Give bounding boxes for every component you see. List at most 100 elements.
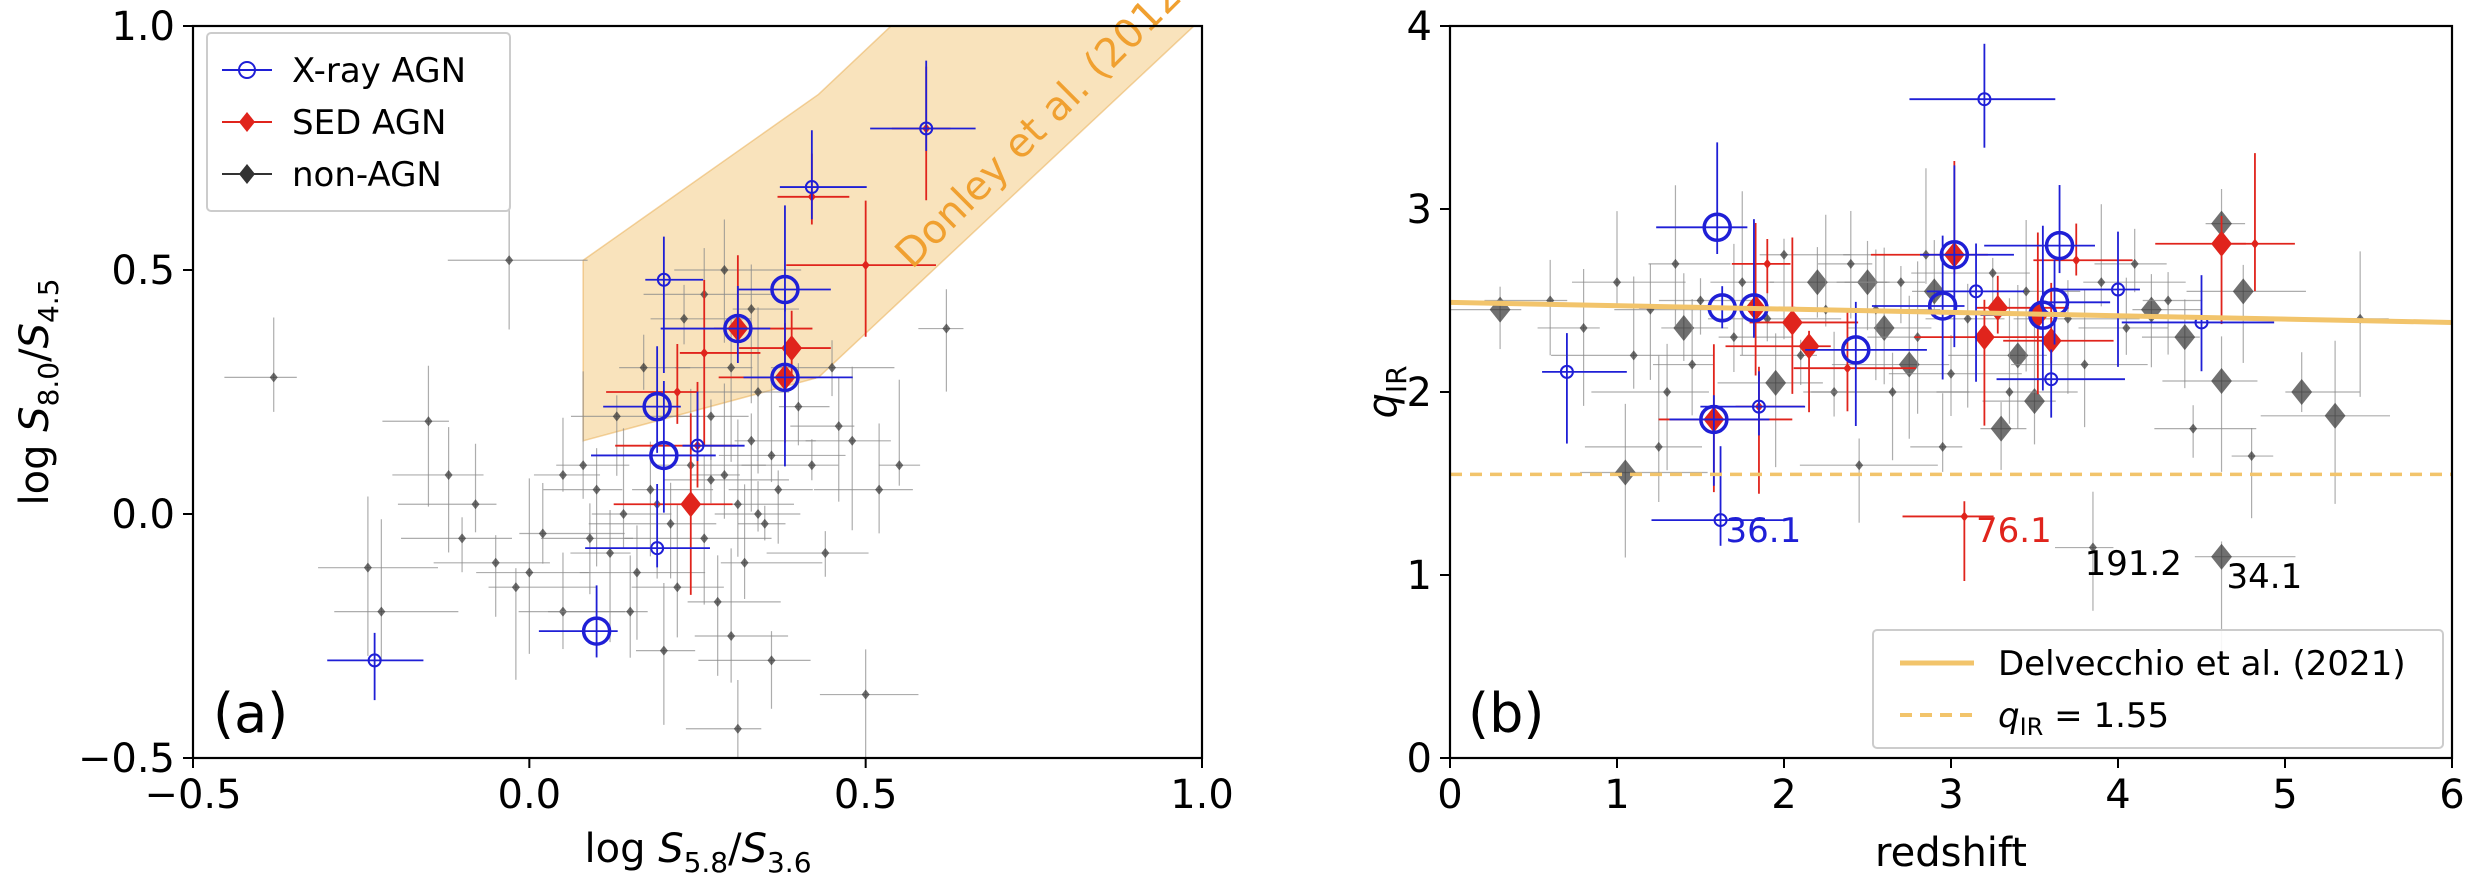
- point-sed-agn: [2250, 238, 2259, 249]
- x-tick-label-b: 5: [2272, 772, 2297, 818]
- y-tick-label-b: 3: [1407, 187, 1432, 233]
- panel-label-a: (a): [213, 682, 288, 745]
- point-xray-agn: [1977, 92, 1992, 107]
- point-sed-agn: [2211, 230, 2232, 257]
- point-non-agn: [1696, 295, 1705, 306]
- point-non-agn: [646, 484, 655, 495]
- point-non-agn: [1729, 332, 1738, 343]
- x-tick-label-b: 2: [1771, 772, 1796, 818]
- legend-entry-delvecchio: Delvecchio et al. (2021): [1900, 644, 2406, 684]
- point-non-agn: [1855, 460, 1864, 471]
- point-non-agn: [1896, 277, 1905, 288]
- point-xray-agn: [656, 272, 671, 287]
- point-non-agn: [700, 533, 709, 544]
- y-axis-label-b: qIR: [1360, 365, 1413, 418]
- point-non-agn: [2005, 387, 2014, 397]
- point-non-agn: [1990, 415, 2012, 442]
- point-non-agn: [733, 499, 742, 510]
- y-tick-label-a: 0.0: [111, 492, 175, 538]
- y-axis-label-a: log S8.0/S4.5: [12, 278, 65, 505]
- point-non-agn: [2022, 286, 2031, 297]
- point-sed-agn: [1960, 511, 1969, 522]
- point-non-agn: [2164, 295, 2173, 306]
- point-non-agn: [861, 689, 870, 700]
- point-non-agn: [2024, 388, 2045, 415]
- x-axis-label-b: redshift: [1875, 830, 2027, 876]
- point-sed-agn: [1987, 294, 2009, 321]
- point-sed-agn: [781, 335, 803, 362]
- legend-a: X-ray AGN SED AGN non-AGN: [206, 32, 511, 212]
- point-non-agn: [1988, 268, 1997, 279]
- point-non-agn: [558, 469, 567, 480]
- legend-label-sed: SED AGN: [292, 103, 447, 143]
- point-non-agn: [767, 655, 776, 666]
- point-non-agn: [1807, 269, 1828, 296]
- point-non-agn: [1846, 258, 1855, 269]
- panel-a: Donley et al. (2012) −0.5 0.0 0.5 1.0−0.50.…: [12, 0, 1234, 879]
- point-non-agn: [363, 562, 372, 573]
- point-non-agn: [632, 567, 641, 578]
- point-non-agn: [1963, 313, 1972, 324]
- point-sed-agn: [680, 491, 702, 518]
- point-xray-agn: [804, 180, 819, 195]
- point-non-agn: [733, 723, 742, 734]
- point-non-agn: [760, 518, 769, 529]
- annotation: 191.2: [2085, 544, 2182, 584]
- delvecchio-line: [1450, 299, 2452, 325]
- point-non-agn: [2122, 322, 2131, 333]
- point-non-agn: [720, 469, 729, 480]
- point-non-agn: [706, 474, 715, 485]
- point-non-agn: [828, 362, 837, 373]
- point-non-agn: [1898, 351, 1920, 378]
- point-non-agn: [673, 582, 682, 593]
- x-tick-label-b: 6: [2439, 772, 2464, 818]
- point-xray-agn: [919, 121, 934, 136]
- legend-entry-sed: SED AGN: [222, 103, 447, 143]
- point-non-agn: [2007, 342, 2029, 369]
- point-non-agn: [834, 421, 843, 432]
- point-non-agn: [1654, 441, 1663, 452]
- point-non-agn: [747, 304, 756, 315]
- point-non-agn: [424, 416, 433, 427]
- point-xray-agn: [1559, 364, 1574, 379]
- point-xray-agn: [2044, 230, 2075, 261]
- legend-entry-nonagn: non-AGN: [222, 155, 442, 195]
- annotation: 34.1: [2227, 557, 2303, 597]
- point-xray-agn: [723, 313, 753, 344]
- point-non-agn: [626, 606, 635, 617]
- point-non-agn: [1613, 277, 1621, 288]
- point-non-agn: [511, 582, 520, 593]
- point-sed-agn: [1781, 309, 1803, 336]
- point-non-agn: [875, 484, 884, 495]
- point-sed-agn: [700, 347, 709, 358]
- point-non-agn: [848, 435, 857, 446]
- y-tick-label-b: 2: [1407, 370, 1432, 416]
- point-non-agn: [444, 469, 453, 480]
- annotation: 76.1: [1976, 511, 2052, 551]
- legend-label-delvecchio: Delvecchio et al. (2021): [1998, 644, 2406, 684]
- point-non-agn: [807, 460, 816, 471]
- legend-entry-qir-threshold: qIR = 1.55: [1900, 696, 2169, 741]
- panel-label-b: (b): [1468, 682, 1544, 745]
- point-xray-agn: [1841, 335, 1871, 365]
- x-tick-label-a: 0.0: [498, 772, 562, 818]
- point-xray-agn: [2111, 282, 2125, 297]
- point-xray-agn: [642, 391, 672, 422]
- y-tick-label-b: 1: [1407, 553, 1432, 599]
- point-non-agn: [794, 401, 803, 412]
- point-non-agn: [1673, 314, 1695, 341]
- point-sed-agn: [1798, 333, 1820, 360]
- point-non-agn: [680, 313, 689, 324]
- point-non-agn: [2189, 423, 2198, 434]
- legend-label-xray: X-ray AGN: [292, 51, 466, 91]
- point-non-agn: [1663, 387, 1672, 397]
- point-non-agn: [2211, 368, 2232, 395]
- point-non-agn: [740, 557, 749, 568]
- point-non-agn: [1579, 322, 1588, 333]
- point-non-agn: [1614, 459, 1636, 486]
- point-non-agn: [2247, 451, 2256, 462]
- point-non-agn: [269, 372, 278, 383]
- point-non-agn: [1765, 369, 1787, 396]
- point-non-agn: [2088, 542, 2097, 553]
